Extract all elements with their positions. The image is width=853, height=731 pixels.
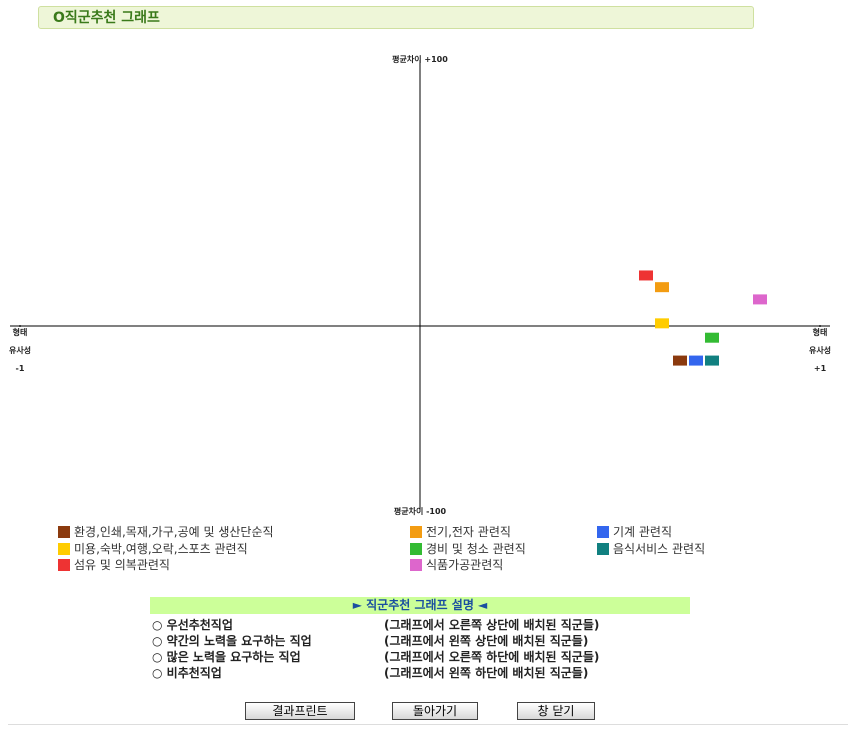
legend-label: 경비 및 청소 관련직 [426,542,526,556]
legend-item: 기계 관련직 [597,523,672,540]
point [655,282,669,293]
legend-swatch [597,525,609,538]
explanation-title: ► 직군추천 그래프 설명 ◄ [150,597,690,614]
legend-item: 경비 및 청소 관련직 [410,540,526,557]
point [673,355,687,366]
y-tick-label: 평균차이 +100 [392,55,448,64]
explanation-desc: (그래프에서 오른쪽 상단에 배치된 직군들) [384,618,600,632]
legend-swatch [410,525,422,538]
legend-label: 전기,전자 관련직 [426,525,511,539]
legend-swatch [58,542,70,555]
explanation-desc: (그래프에서 왼쪽 하단에 배치된 직군들) [384,666,589,680]
x-tick-label: 형태 유사성 +1 [808,328,832,373]
explanation-item: ○ 약간의 노력을 요구하는 직업 [152,634,312,648]
point [689,355,703,366]
point [705,355,719,366]
explanation-desc: (그래프에서 왼쪽 상단에 배치된 직군들) [384,634,589,648]
button[interactable]: 결과프린트 [245,702,355,720]
point [639,270,653,281]
legend-label: 섬유 및 의복관련직 [74,558,170,572]
legend-label: 식품가공관련직 [426,558,504,572]
legend-swatch [58,558,70,571]
explanation-item: ○ 비추천직업 [152,666,222,680]
legend-label: 미용,숙박,여행,오락,스포츠 관련직 [74,542,248,556]
legend-swatch [58,525,70,538]
button[interactable]: 돌아가기 [392,702,478,720]
x-tick-label: 형태 유사성 -1 [8,328,32,373]
legend-label: 환경,인쇄,목재,가구,공예 및 생산단순직 [74,525,274,539]
legend-label: 음식서비스 관련직 [613,542,706,556]
chart [10,60,830,512]
legend-item: 음식서비스 관련직 [597,540,705,557]
legend-item: 전기,전자 관련직 [410,523,511,540]
legend-item: 식품가공관련직 [410,556,503,573]
explanation-desc: (그래프에서 오른쪽 하단에 배치된 직군들) [384,650,600,664]
legend-item: 미용,숙박,여행,오락,스포츠 관련직 [58,540,248,557]
page-title: O직군추천 그래프 [38,6,754,29]
explanation-item: ○ 우선추천직업 [152,618,233,632]
legend-swatch [410,558,422,571]
point [655,318,669,329]
divider [8,724,848,725]
explanation-item: ○ 많은 노력을 요구하는 직업 [152,650,301,664]
legend-label: 기계 관련직 [613,525,673,539]
legend-item: 환경,인쇄,목재,가구,공예 및 생산단순직 [58,523,274,540]
legend-item: 섬유 및 의복관련직 [58,556,170,573]
legend-swatch [597,542,609,555]
point [705,332,719,343]
y-tick-label: 평균차이 -100 [393,507,447,516]
point [753,294,767,305]
legend-swatch [410,542,422,555]
button[interactable]: 창 닫기 [517,702,595,720]
